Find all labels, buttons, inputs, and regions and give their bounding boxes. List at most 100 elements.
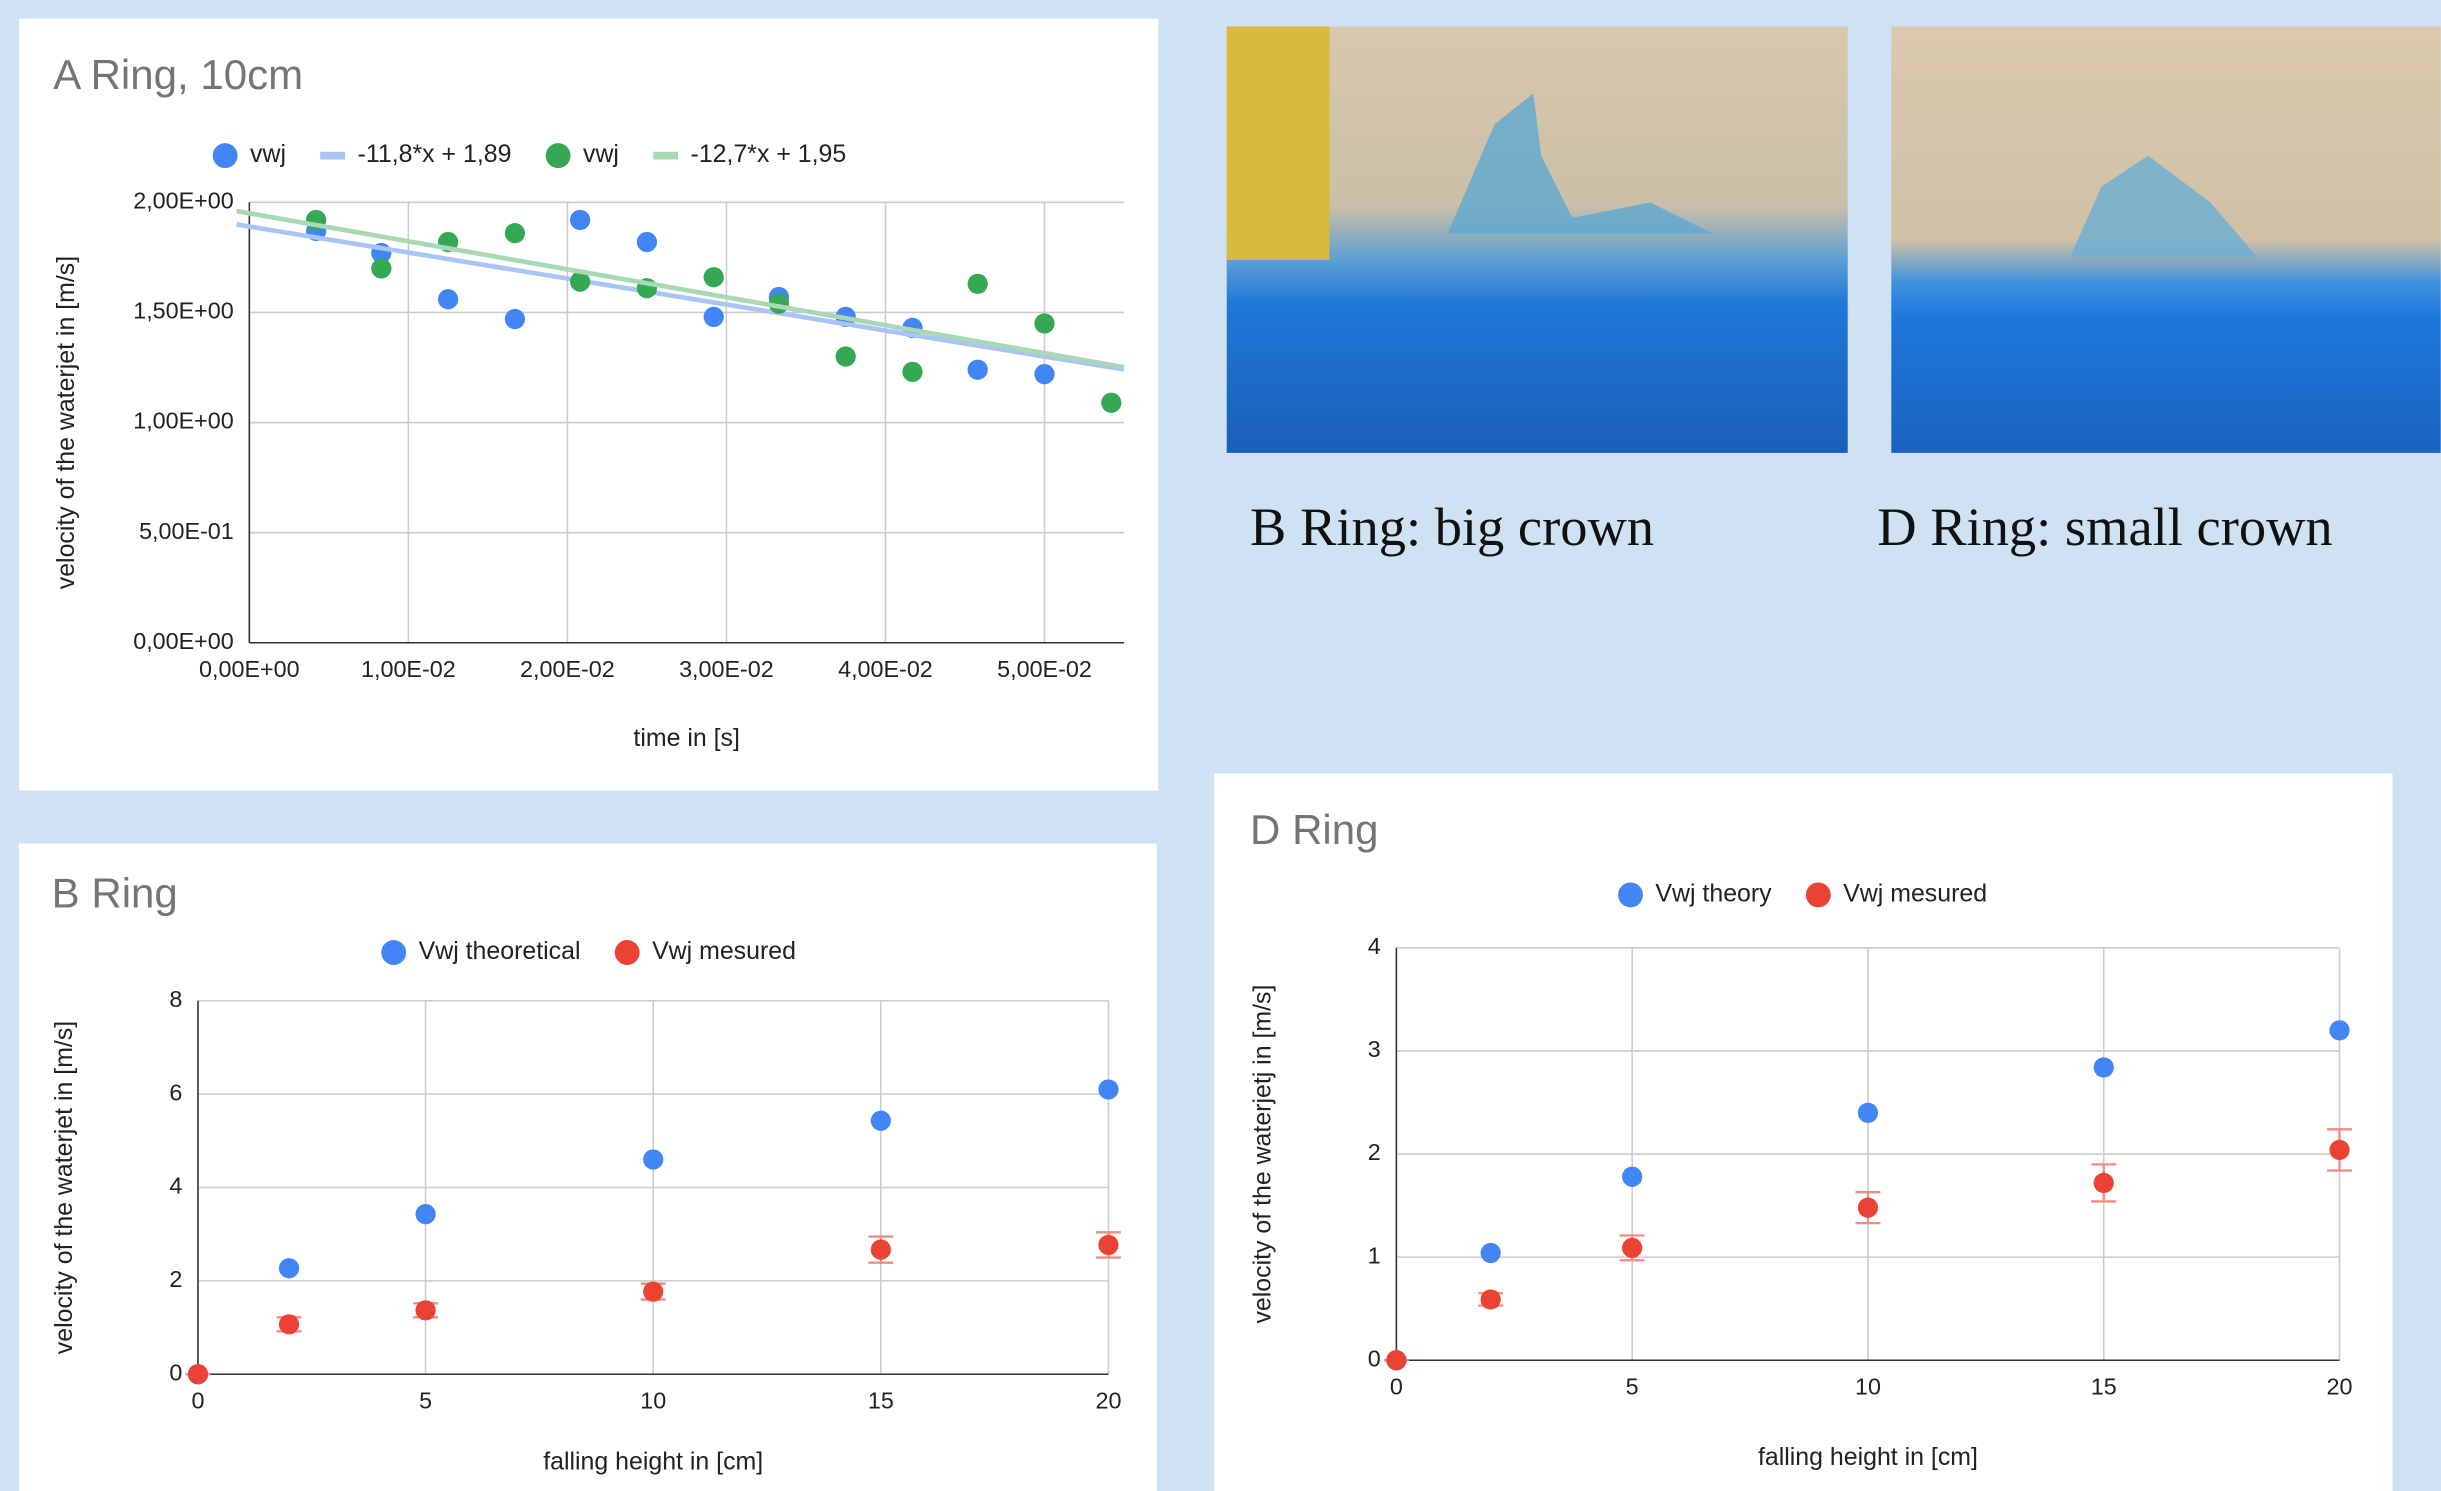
legend-label: vwj [250,140,286,168]
point [1622,1166,1643,1187]
legend-swatch [1805,882,1831,908]
chart-title: B Ring [52,870,178,917]
point [703,267,724,288]
y-axis-label: velocity of the waterjet in [m/s] [50,1021,78,1354]
legend-label: -12,7*x + 1,95 [691,140,847,168]
point [870,1110,891,1131]
y-tick-label: 4 [169,1173,182,1199]
legend-label: Vwj mesured [652,937,796,965]
legend-swatch [1618,882,1643,908]
x-tick-label: 1,00E-02 [361,656,456,682]
point [278,1258,300,1279]
photo-b [1226,26,1848,453]
legend: Vwj theoretical Vwj mesured [381,937,796,965]
point [2329,1020,2350,1041]
point [1101,392,1122,413]
point [643,1149,664,1170]
y-tick-label: 8 [169,986,182,1012]
point [2329,1139,2350,1161]
y-tick-label: 2 [1368,1139,1381,1165]
x-axis-label: falling height in [cm] [1758,1443,1978,1471]
point [967,359,988,380]
x-tick-label: 0 [1390,1373,1403,1399]
y-tick-label: 2 [169,1266,182,1292]
panel-a [18,18,1159,791]
chart-title: D Ring [1250,806,1378,853]
x-tick-label: 5 [419,1387,432,1413]
legend-swatch [212,143,238,169]
point [870,1239,891,1260]
y-tick-label: 2,00E+00 [133,187,234,213]
y-axis-label: velocity of the waterjetj in [m/s] [1249,985,1277,1324]
x-tick-label: 15 [2091,1373,2117,1399]
point [415,1204,436,1225]
legend-label: -11,8*x + 1,89 [358,140,512,168]
y-tick-label: 3 [1368,1036,1381,1062]
point [1857,1102,1879,1123]
y-tick-label: 1 [1368,1242,1381,1268]
point [1386,1350,1407,1371]
y-tick-label: 0,00E+00 [133,628,234,654]
x-tick-label: 15 [868,1387,894,1413]
point [1480,1242,1501,1264]
point [636,231,658,253]
legend: vwj -11,8*x + 1,89 vwj -12,7*x + 1,95 [212,140,847,169]
legend: Vwj theory Vwj mesured [1618,879,1987,907]
y-tick-label: 1,50E+00 [133,298,234,324]
y-axis-label: velocity of the waterjet in [m/s] [52,256,80,589]
legend-swatch [545,143,571,169]
point [703,306,724,327]
legend-swatch [614,940,640,965]
caption: D Ring: small crown [1877,496,2332,557]
point [1480,1289,1501,1310]
y-tick-label: 4 [1368,933,1381,959]
point [438,289,459,310]
point [415,1300,436,1321]
point [1857,1197,1879,1218]
y-tick-label: 0 [1368,1345,1381,1371]
x-axis-label: time in [s] [633,724,740,752]
x-tick-label: 4,00E-02 [838,656,933,682]
point [902,361,923,383]
y-tick-label: 5,00E-01 [139,518,234,544]
y-tick-label: 6 [169,1079,182,1105]
point [1034,313,1055,334]
point [643,1281,664,1302]
x-tick-label: 3,00E-02 [679,656,774,682]
legend-swatch [381,940,407,965]
photo-d [1891,26,2441,453]
caption: B Ring: big crown [1250,496,1654,557]
chart-title: A Ring, 10cm [53,51,303,98]
panel-b [18,843,1157,1491]
trendline [236,208,1125,370]
x-tick-label: 2,00E-02 [520,656,615,682]
x-axis-label: falling height in [cm] [543,1448,763,1476]
y-tick-label: 0 [169,1359,182,1385]
point [504,308,526,330]
point [2093,1057,2114,1078]
x-tick-label: 5 [1626,1373,1639,1399]
point [835,346,856,367]
point [1098,1079,1119,1100]
y-tick-label: 1,00E+00 [133,408,234,434]
legend-label: Vwj theory [1655,879,1772,907]
panel-d [1214,773,2393,1491]
point [967,273,988,294]
point [187,1364,209,1385]
x-tick-label: 5,00E-02 [997,656,1092,682]
legend-label: Vwj mesured [1843,879,1987,907]
point [2093,1172,2114,1194]
x-tick-label: 20 [1095,1387,1121,1413]
point [1098,1234,1119,1256]
trendline [236,222,1125,372]
point [504,223,526,244]
x-tick-label: 20 [2327,1373,2353,1399]
legend-label: Vwj theoretical [419,937,581,965]
point [569,271,591,292]
point [278,1314,300,1335]
x-tick-label: 10 [1855,1373,1881,1399]
point [569,209,591,231]
x-tick-label: 0 [191,1387,204,1413]
point [1622,1237,1643,1258]
